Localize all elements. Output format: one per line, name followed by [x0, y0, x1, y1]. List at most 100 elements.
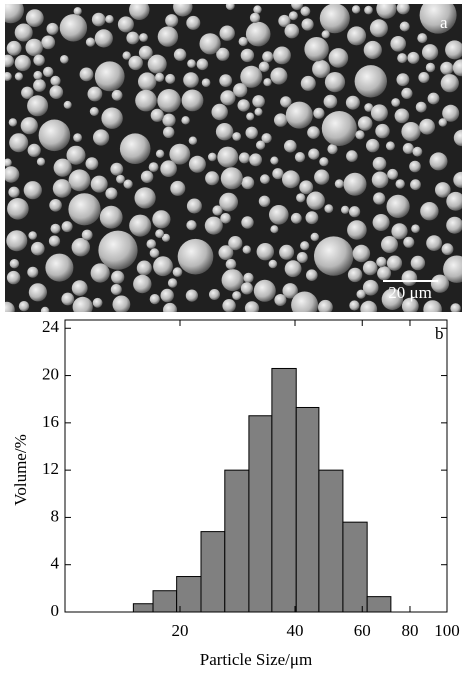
particle — [355, 130, 365, 140]
particle — [14, 54, 31, 72]
particle — [440, 74, 459, 93]
particle — [101, 107, 123, 129]
particle — [63, 100, 72, 109]
particle — [79, 67, 94, 82]
particle — [196, 58, 209, 71]
x-tick-label: 100 — [434, 621, 460, 640]
particle — [314, 169, 330, 185]
particle — [149, 294, 160, 305]
particle — [6, 270, 21, 285]
particle — [284, 139, 297, 153]
particle — [381, 236, 398, 253]
particle — [386, 194, 410, 218]
particle — [220, 167, 243, 190]
particle — [5, 54, 14, 68]
particle — [258, 195, 271, 207]
particle — [112, 295, 131, 312]
particle — [66, 145, 86, 165]
bar — [132, 603, 154, 613]
particle — [23, 181, 42, 200]
particle — [152, 210, 171, 229]
particle — [117, 16, 134, 33]
bar — [318, 469, 344, 613]
y-tick-label: 0 — [51, 601, 60, 620]
particle — [386, 255, 403, 271]
particle — [225, 4, 235, 11]
particle — [420, 202, 439, 221]
particle — [135, 89, 157, 112]
particle — [284, 260, 302, 278]
particle — [373, 192, 386, 205]
particle — [401, 87, 413, 99]
particle — [270, 67, 288, 85]
particle — [385, 141, 395, 151]
particle — [305, 211, 319, 225]
particle — [273, 46, 291, 65]
particle — [9, 259, 20, 269]
particle — [426, 235, 442, 252]
particle — [232, 291, 242, 301]
particle — [5, 4, 24, 24]
particle — [391, 223, 408, 240]
particle — [5, 72, 12, 81]
particle — [5, 158, 12, 167]
particle — [105, 187, 118, 200]
particle — [240, 48, 255, 63]
particle — [27, 95, 49, 117]
particle — [306, 191, 325, 210]
particle — [215, 123, 234, 141]
particle — [6, 230, 28, 252]
particle — [221, 269, 244, 292]
particle — [14, 72, 23, 81]
particle — [362, 279, 379, 296]
particle — [249, 12, 261, 23]
particle — [453, 129, 462, 147]
particle — [376, 256, 387, 268]
particle — [362, 260, 378, 276]
x-tick-label: 80 — [401, 621, 418, 640]
particle — [219, 192, 239, 212]
particle — [129, 4, 150, 20]
particle — [319, 4, 350, 34]
particle — [343, 172, 367, 196]
particle — [220, 213, 231, 224]
particle — [111, 270, 125, 284]
bar — [248, 415, 273, 613]
particle — [351, 5, 361, 14]
particle — [372, 214, 390, 231]
particle — [364, 5, 373, 15]
particle — [146, 239, 157, 249]
particle — [68, 169, 91, 192]
particle — [370, 104, 388, 122]
particle — [123, 179, 133, 189]
particle — [314, 236, 354, 276]
particle — [372, 156, 387, 171]
particle — [186, 198, 202, 214]
particle — [296, 193, 306, 203]
particle — [208, 152, 217, 162]
y-tick-label: 4 — [51, 554, 60, 573]
particle — [279, 244, 295, 260]
particle — [87, 86, 103, 102]
particle — [272, 168, 284, 180]
particle — [423, 300, 442, 312]
particle — [249, 153, 262, 167]
particle — [261, 133, 272, 144]
particle — [278, 14, 291, 28]
particle — [308, 148, 320, 160]
particle — [219, 25, 235, 41]
particle — [27, 266, 39, 278]
particle — [282, 283, 298, 299]
particle — [216, 47, 230, 61]
particle — [219, 74, 233, 87]
particle — [396, 73, 410, 87]
particle — [280, 96, 292, 108]
particle — [140, 170, 154, 183]
particles — [5, 4, 462, 312]
particle — [52, 179, 72, 198]
particle — [294, 152, 306, 163]
particle — [116, 174, 125, 184]
particle — [399, 21, 410, 32]
particle — [242, 245, 251, 254]
